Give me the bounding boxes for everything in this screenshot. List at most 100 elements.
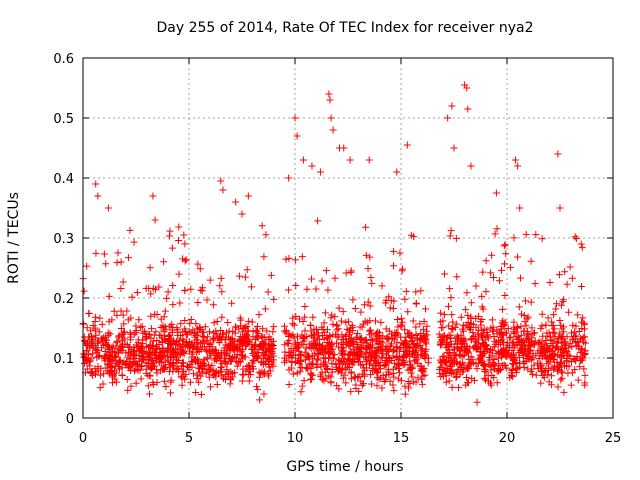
data-point-marker <box>258 342 266 350</box>
data-point-marker <box>489 273 497 281</box>
data-point-marker <box>554 150 562 158</box>
data-point-marker <box>269 356 277 364</box>
data-point-marker <box>237 351 245 359</box>
data-point-marker <box>523 327 531 335</box>
data-point-marker <box>267 271 275 279</box>
data-point-marker <box>559 298 567 306</box>
data-point-marker <box>103 342 111 350</box>
data-point-marker <box>263 327 271 335</box>
data-point-marker <box>550 311 558 319</box>
data-point-marker <box>418 380 426 388</box>
data-point-marker <box>178 381 186 389</box>
data-point-marker <box>159 348 167 356</box>
data-point-marker <box>577 240 585 248</box>
data-point-marker <box>325 90 333 98</box>
data-point-marker <box>374 358 382 366</box>
data-point-marker <box>397 359 405 367</box>
data-point-marker <box>398 318 406 326</box>
data-point-marker <box>450 144 458 152</box>
data-point-marker <box>390 262 398 270</box>
data-point-marker <box>334 367 342 375</box>
data-point-marker <box>169 326 177 334</box>
data-point-marker <box>492 189 500 197</box>
data-point-marker <box>488 251 496 259</box>
data-point-marker <box>554 351 562 359</box>
data-point-marker <box>187 316 195 324</box>
data-point-marker <box>132 322 140 330</box>
data-point-marker <box>360 320 368 328</box>
data-point-marker <box>137 362 145 370</box>
data-point-marker <box>239 371 247 379</box>
data-point-marker <box>561 268 569 276</box>
data-point-marker <box>108 344 116 352</box>
data-point-marker <box>329 126 337 134</box>
data-point-marker <box>451 323 459 331</box>
data-point-marker <box>99 380 107 388</box>
data-point-marker <box>474 330 482 338</box>
data-point-marker <box>417 367 425 375</box>
data-point-marker <box>355 387 363 395</box>
data-point-marker <box>579 314 587 322</box>
data-point-marker <box>362 223 370 231</box>
data-point-marker <box>522 322 530 330</box>
data-point-marker <box>525 338 533 346</box>
data-point-marker <box>337 357 345 365</box>
data-point-marker <box>392 331 400 339</box>
data-point-marker <box>168 244 176 252</box>
data-point-marker <box>318 376 326 384</box>
data-point-marker <box>83 262 91 270</box>
data-point-marker <box>487 269 495 277</box>
data-point-marker <box>373 382 381 390</box>
data-point-marker <box>514 364 522 372</box>
data-point-marker <box>168 361 176 369</box>
data-point-marker <box>185 366 193 374</box>
data-point-marker <box>153 337 161 345</box>
data-point-marker <box>366 253 374 261</box>
data-point-marker <box>149 337 157 345</box>
data-point-marker <box>356 334 364 342</box>
data-point-marker <box>328 311 336 319</box>
data-point-marker <box>519 339 527 347</box>
data-point-marker <box>152 285 160 293</box>
data-point-marker <box>250 341 258 349</box>
data-point-marker <box>194 260 202 268</box>
data-point-marker <box>295 342 303 350</box>
data-point-marker <box>490 374 498 382</box>
data-point-marker <box>222 359 230 367</box>
data-point-marker <box>457 338 465 346</box>
data-point-marker <box>538 235 546 243</box>
data-point-marker <box>453 320 461 328</box>
data-point-marker <box>517 345 525 353</box>
data-point-marker <box>420 352 428 360</box>
data-point-marker <box>113 259 121 267</box>
data-point-marker <box>499 361 507 369</box>
data-point-marker <box>548 318 556 326</box>
y-tick-label: 0.5 <box>53 112 74 127</box>
data-point-marker <box>453 273 461 281</box>
data-point-marker <box>574 376 582 384</box>
data-point-marker <box>383 343 391 351</box>
data-point-marker <box>476 354 484 362</box>
data-point-marker <box>232 354 240 362</box>
data-point-marker <box>346 356 354 364</box>
data-point-marker <box>89 337 97 345</box>
data-point-marker <box>133 289 141 297</box>
data-point-marker <box>357 343 365 351</box>
data-point-marker <box>409 347 417 355</box>
data-point-marker <box>290 321 298 329</box>
data-point-marker <box>327 114 335 122</box>
data-point-marker <box>146 342 154 350</box>
data-point-marker <box>539 372 547 380</box>
x-tick-label: 5 <box>185 431 193 446</box>
data-point-marker <box>301 313 309 321</box>
data-point-marker <box>438 359 446 367</box>
data-point-marker <box>199 284 207 292</box>
data-point-marker <box>183 331 191 339</box>
data-point-marker <box>493 225 501 233</box>
data-point-marker <box>85 333 93 341</box>
data-point-marker <box>101 357 109 365</box>
data-point-marker <box>379 372 387 380</box>
data-point-marker <box>116 345 124 353</box>
data-point-marker <box>442 357 450 365</box>
data-point-marker <box>262 231 270 239</box>
